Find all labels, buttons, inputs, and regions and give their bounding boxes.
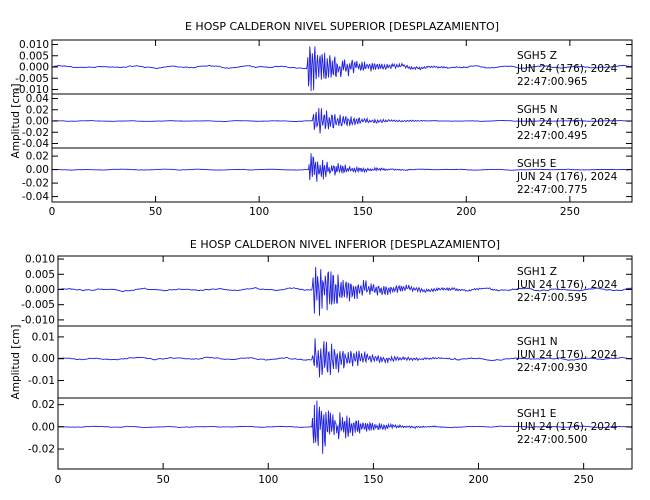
x-tick-label: 0 <box>55 474 62 486</box>
y-tick-label: -0.005 <box>15 73 49 85</box>
y-tick-label: -0.01 <box>28 375 55 387</box>
waveform-sgh1-n <box>57 338 633 378</box>
y-tick-label: 0.010 <box>19 39 49 51</box>
channel-frame-1-2 <box>57 397 633 470</box>
channel-label: 22:47:00.500 <box>517 434 588 446</box>
channel-label: SGH1 Z <box>517 266 557 278</box>
y-tick-label: 0.010 <box>25 254 55 266</box>
waveform-sgh5-n <box>51 107 633 134</box>
x-tick-label: 250 <box>574 474 594 486</box>
y-axis-title-0: Amplitud [cm] <box>10 84 22 159</box>
y-tick-label: 0.000 <box>19 62 49 74</box>
channel-label: SGH1 E <box>517 408 556 420</box>
y-tick-label: -0.04 <box>22 138 49 150</box>
channel-label: JUN 24 (176), 2024 <box>516 171 618 183</box>
channel-frame-0-2 <box>51 147 633 203</box>
x-tick-label: 200 <box>456 206 476 218</box>
channel-label: JUN 24 (176), 2024 <box>516 349 618 361</box>
x-tick-label: 200 <box>468 474 488 486</box>
x-tick-label: 100 <box>249 206 269 218</box>
waveform-sgh1-e <box>57 400 633 454</box>
y-tick-label: -0.02 <box>22 127 49 139</box>
x-tick-label: 150 <box>363 474 383 486</box>
y-tick-label: -0.04 <box>22 191 49 203</box>
y-tick-label: -0.010 <box>15 84 49 96</box>
y-tick-label: 0.00 <box>26 116 49 128</box>
x-tick-label: 150 <box>353 206 373 218</box>
channel-label: JUN 24 (176), 2024 <box>516 279 618 291</box>
waveform-sgh5-z <box>51 46 633 91</box>
channel-label: 22:47:00.965 <box>517 76 588 88</box>
channel-label: SGH5 E <box>517 158 556 170</box>
y-tick-label: 0.00 <box>32 421 55 433</box>
waveform-sgh1-z <box>57 266 633 316</box>
waveform-sgh5-e <box>52 153 633 182</box>
x-tick-label: 0 <box>49 206 56 218</box>
x-tick-label: 100 <box>258 474 278 486</box>
channel-label: 22:47:00.495 <box>517 130 588 142</box>
y-tick-label: -0.02 <box>22 178 49 190</box>
y-tick-label: 0.02 <box>32 399 55 411</box>
x-tick-label: 50 <box>156 474 169 486</box>
channel-label: JUN 24 (176), 2024 <box>516 63 618 75</box>
y-tick-label: 0.00 <box>32 353 55 365</box>
channel-label: SGH1 N <box>517 336 558 348</box>
y-axis-title-1: Amplitud [cm] <box>10 325 22 400</box>
channel-label: JUN 24 (176), 2024 <box>516 421 618 433</box>
channel-label: 22:47:00.595 <box>517 292 588 304</box>
y-tick-label: -0.02 <box>28 444 55 456</box>
y-tick-label: -0.010 <box>21 314 55 326</box>
y-tick-label: 0.000 <box>25 284 55 296</box>
y-tick-label: 0.00 <box>26 164 49 176</box>
channel-label: SGH5 N <box>517 104 558 116</box>
y-tick-label: 0.005 <box>25 269 55 281</box>
y-tick-label: 0.02 <box>26 104 49 116</box>
y-tick-label: 0.04 <box>26 93 50 105</box>
chart-title-0: E HOSP CALDERON NIVEL SUPERIOR [DESPLAZA… <box>185 20 499 33</box>
x-tick-label: 250 <box>560 206 580 218</box>
y-tick-label: 0.005 <box>19 50 49 62</box>
channel-label: JUN 24 (176), 2024 <box>516 117 618 129</box>
channel-label: 22:47:00.930 <box>517 362 588 374</box>
channel-label: 22:47:00.775 <box>517 184 588 196</box>
y-tick-label: 0.02 <box>26 151 49 163</box>
chart-title-1: E HOSP CALDERON NIVEL INFERIOR [DESPLAZA… <box>190 238 500 251</box>
y-tick-label: 0.01 <box>32 331 55 343</box>
y-tick-label: -0.005 <box>21 299 55 311</box>
channel-label: SGH5 Z <box>517 50 557 62</box>
x-tick-label: 50 <box>149 206 162 218</box>
